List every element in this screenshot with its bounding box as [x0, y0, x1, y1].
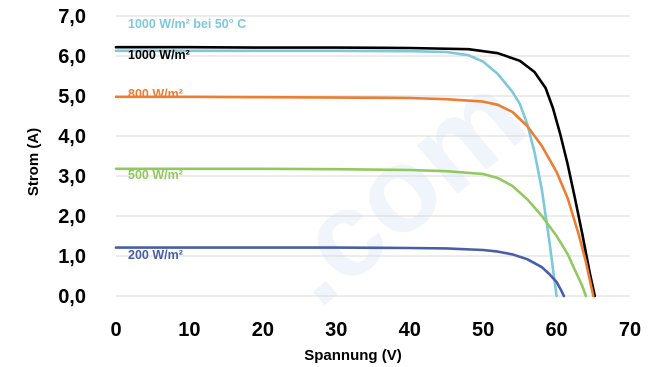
- y-axis-title: Strom (A): [25, 128, 42, 196]
- series-line-2: [114, 95, 595, 298]
- x-tick-label: 10: [178, 319, 200, 341]
- x-tick-label: 20: [252, 319, 274, 341]
- x-axis-title: Spannung (V): [304, 347, 402, 364]
- y-tick-label: 7,0: [58, 6, 86, 28]
- x-tick-label: 60: [545, 319, 567, 341]
- y-tick-label: 2,0: [58, 206, 86, 228]
- y-tick-label: 3,0: [58, 166, 86, 188]
- y-tick-label: 6,0: [58, 46, 86, 68]
- series-label-3: 500 W/m²: [128, 168, 183, 182]
- x-tick-labels: 0 10 20 30 40 50 60 70: [110, 319, 641, 341]
- y-tick-labels: 0,0 1,0 2,0 3,0 4,0 5,0 6,0 7,0: [58, 6, 86, 308]
- series-line-3: [114, 167, 588, 298]
- y-tick-label: 4,0: [58, 126, 86, 148]
- series-lines: [114, 45, 597, 298]
- x-tick-label: 70: [619, 319, 641, 341]
- y-tick-label: 0,0: [58, 286, 86, 308]
- x-tick-label: 50: [472, 319, 494, 341]
- y-tick-label: 1,0: [58, 246, 86, 268]
- watermark: .com: [249, 48, 550, 331]
- series-labels: 1000 W/m² bei 50° C 1000 W/m² 800 W/m² 500 …: [128, 17, 246, 262]
- series-label-1: 1000 W/m²: [128, 48, 190, 62]
- y-tick-label: 5,0: [58, 86, 86, 108]
- series-label-4: 200 W/m²: [128, 248, 183, 262]
- x-tick-label: 40: [399, 319, 421, 341]
- series-label-2: 800 W/m²: [128, 87, 183, 101]
- x-tick-label: 0: [110, 319, 121, 341]
- series-line-4: [114, 246, 566, 298]
- series-line-0: [114, 49, 558, 298]
- series-label-0: 1000 W/m² bei 50° C: [128, 17, 246, 31]
- x-tick-label: 30: [325, 319, 347, 341]
- series-line-1: [114, 45, 597, 298]
